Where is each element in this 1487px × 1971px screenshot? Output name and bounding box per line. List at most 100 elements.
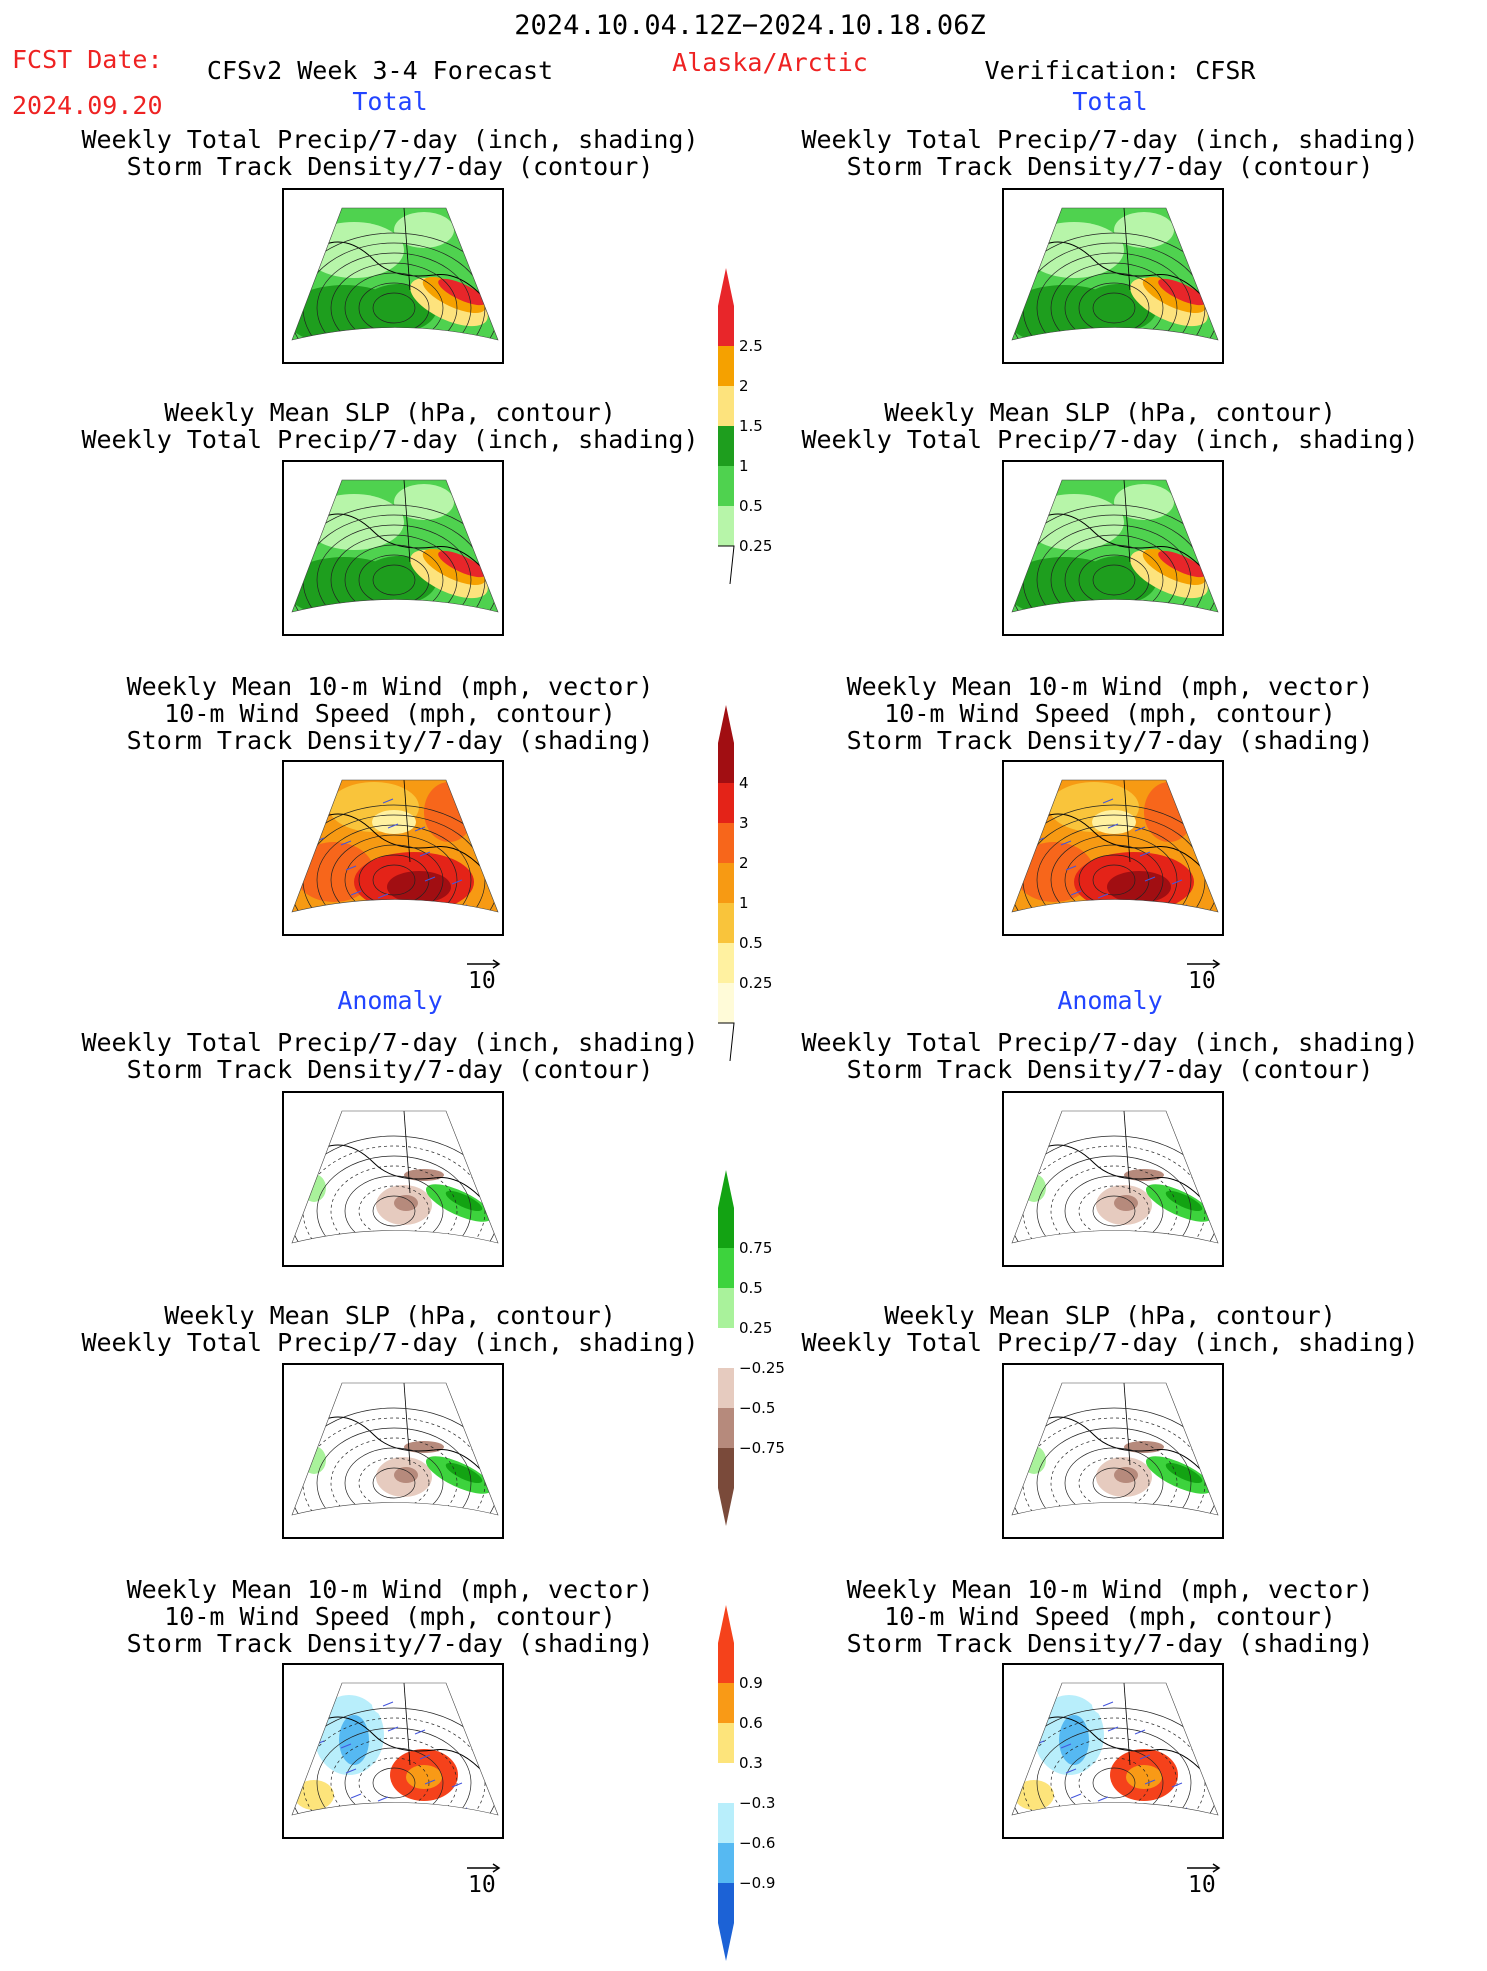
colorbar-tick-label: 0.5 [739, 934, 763, 952]
vector-ref-arrow-icon [467, 959, 501, 969]
map-field [292, 1111, 498, 1243]
colorbar-graphic: 0.9 0.6 0.3 −0.3 −0.6 −0.9 [718, 1605, 775, 1961]
vector-ref-arrow-icon [1187, 959, 1221, 969]
colorbar-tick-label: 2.5 [739, 337, 763, 355]
colorbar-graphic: 4 3 2 1 0.5 0.25 [718, 705, 772, 1062]
map-total-wind-storm-verif [1002, 760, 1224, 936]
colorbar-segment [718, 1643, 734, 1683]
fcst-date-value: 2024.09.20 [12, 91, 163, 120]
map-field [292, 1383, 498, 1515]
title-r2-left-2: Weekly Total Precip/7-day (inch, shading… [81, 425, 699, 454]
colorbar-tick-label: 0.25 [739, 537, 772, 555]
colorbar-top-cap [718, 1605, 734, 1643]
map-anom-slp-precip-forecast [282, 1363, 504, 1539]
vector-ref-arrow-icon [467, 1863, 501, 1873]
region-title: Alaska/Arctic [672, 48, 868, 77]
map-total-slp-precip-forecast [282, 460, 504, 636]
section-anomaly-left: Anomaly [337, 986, 443, 1015]
colorbar-graphic: 2.5 2 1.5 1 0.5 0.25 [718, 268, 772, 585]
map-total-slp-precip-verif [1002, 460, 1224, 636]
title-r6-right-3: Storm Track Density/7-day (shading) [846, 1629, 1374, 1658]
period-title: 2024.10.04.12Z−2024.10.18.06Z [514, 10, 986, 41]
map-total-precip-storm-forecast [282, 188, 504, 364]
colorbar-segment [718, 1328, 734, 1368]
map-field [1012, 780, 1218, 912]
colorbar-segment [718, 1368, 734, 1408]
colorbar-segment [718, 306, 734, 346]
colorbar-tick-label: −0.9 [739, 1874, 775, 1892]
colorbar-bottom-cap [718, 545, 735, 585]
colorbar-top-cap [718, 1170, 734, 1208]
title-r2-left-1: Weekly Mean SLP (hPa, contour) [164, 398, 616, 427]
colorbar-tick-label: 0.6 [739, 1714, 763, 1732]
map-anom-precip-storm-verif [1002, 1091, 1224, 1267]
colorbar-top-cap [718, 268, 734, 306]
title-r5-right-1: Weekly Mean SLP (hPa, contour) [884, 1301, 1336, 1330]
colorbar-tick-label: 0.25 [739, 974, 772, 992]
colorbar-tick-label: 0.9 [739, 1674, 763, 1692]
colorbar-segment [718, 386, 734, 426]
vector-ref-label: 10 [468, 968, 496, 994]
colorbar-segment [718, 1208, 734, 1248]
title-r6-right-2: 10-m Wind Speed (mph, contour) [884, 1602, 1336, 1631]
vector-ref-label: 10 [1188, 968, 1216, 994]
model-title: CFSv2 Week 3-4 Forecast [206, 56, 554, 85]
verification-title: Verification: CFSR [984, 56, 1256, 85]
colorbar-segment [718, 783, 734, 823]
title-r5-right-2: Weekly Total Precip/7-day (inch, shading… [801, 1328, 1419, 1357]
title-r4-right-1: Weekly Total Precip/7-day (inch, shading… [801, 1028, 1419, 1057]
colorbar-tick-label: 1 [739, 457, 749, 475]
colorbar-precip-anomaly: 0.75 0.5 0.25 −0.25 −0.5 −0.75 [718, 1170, 788, 1536]
map-field [292, 780, 498, 912]
colorbar-tick-label: 2 [739, 377, 749, 395]
title-r1-left-1: Weekly Total Precip/7-day (inch, shading… [81, 125, 699, 154]
colorbar-tick-label: −0.25 [739, 1359, 785, 1377]
title-r6-right-1: Weekly Mean 10-m Wind (mph, vector) [846, 1575, 1374, 1604]
title-r4-left-1: Weekly Total Precip/7-day (inch, shading… [81, 1028, 699, 1057]
title-r3-right-1: Weekly Mean 10-m Wind (mph, vector) [846, 672, 1374, 701]
colorbar-segment [718, 1763, 734, 1803]
title-r3-left-1: Weekly Mean 10-m Wind (mph, vector) [126, 672, 654, 701]
title-r2-right-1: Weekly Mean SLP (hPa, contour) [884, 398, 1336, 427]
title-r3-left-2: 10-m Wind Speed (mph, contour) [164, 699, 616, 728]
map-anom-wind-storm-forecast [282, 1663, 504, 1839]
colorbar-segment [718, 983, 734, 1023]
colorbar-tick-label: 2 [739, 854, 749, 872]
map-field [1012, 1383, 1218, 1515]
title-r6-left-1: Weekly Mean 10-m Wind (mph, vector) [126, 1575, 654, 1604]
title-r5-left-1: Weekly Mean SLP (hPa, contour) [164, 1301, 616, 1330]
colorbar-segment [718, 1408, 734, 1448]
colorbar-bottom-cap [718, 1923, 734, 1961]
colorbar-tick-label: 3 [739, 814, 749, 832]
title-r4-left-2: Storm Track Density/7-day (contour) [126, 1055, 654, 1084]
colorbar-segment [718, 506, 734, 546]
colorbar-tick-label: 1 [739, 894, 749, 912]
colorbar-segment [718, 943, 734, 983]
title-r2-right-2: Weekly Total Precip/7-day (inch, shading… [801, 425, 1419, 454]
colorbar-segment [718, 863, 734, 903]
map-anom-slp-precip-verif [1002, 1363, 1224, 1539]
colorbar-segment [718, 346, 734, 386]
map-anom-precip-storm-forecast [282, 1091, 504, 1267]
map-field [1012, 1683, 1218, 1815]
map-field [1012, 480, 1218, 612]
colorbar-storm-total: 4 3 2 1 0.5 0.25 [718, 705, 788, 1071]
colorbar-graphic: 0.75 0.5 0.25 −0.25 −0.5 −0.75 [718, 1170, 785, 1526]
colorbar-segment [718, 823, 734, 863]
colorbar-segment [718, 1248, 734, 1288]
title-r4-right-2: Storm Track Density/7-day (contour) [846, 1055, 1374, 1084]
colorbar-segment [718, 1288, 734, 1328]
colorbar-bottom-cap [718, 1488, 734, 1526]
title-r1-right-1: Weekly Total Precip/7-day (inch, shading… [801, 125, 1419, 154]
colorbar-tick-label: −0.3 [739, 1794, 775, 1812]
title-r1-right-2: Storm Track Density/7-day (contour) [846, 152, 1374, 181]
colorbar-tick-label: 1.5 [739, 417, 763, 435]
colorbar-tick-label: −0.75 [739, 1439, 785, 1457]
colorbar-storm-anomaly: 0.9 0.6 0.3 −0.3 −0.6 −0.9 [718, 1605, 788, 1971]
vector-ref-label: 10 [468, 1872, 496, 1898]
map-field [292, 208, 498, 340]
map-field [1012, 1111, 1218, 1243]
colorbar-tick-label: −0.5 [739, 1399, 775, 1417]
colorbar-segment [718, 1448, 734, 1488]
title-r6-left-2: 10-m Wind Speed (mph, contour) [164, 1602, 616, 1631]
